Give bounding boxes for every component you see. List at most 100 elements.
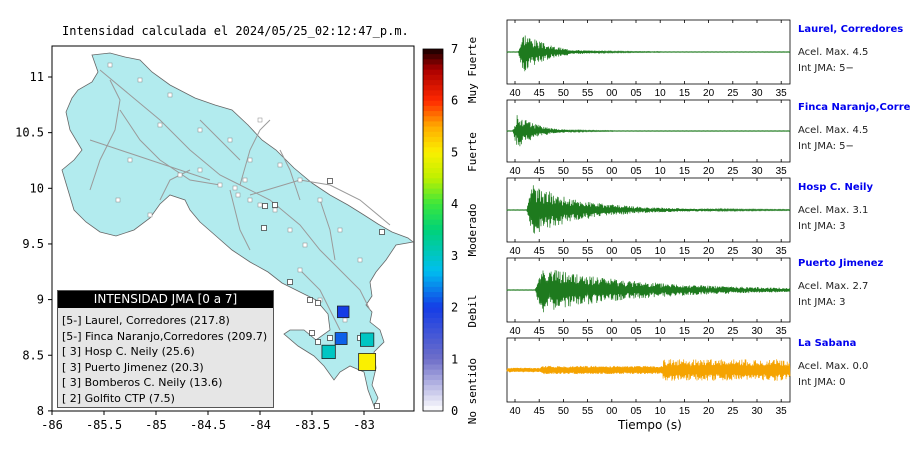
- waveform-tick-label: 20: [703, 326, 715, 337]
- colorbar-segment: [423, 214, 443, 221]
- colorbar-segment: [423, 167, 443, 174]
- waveform-tick-label: 25: [727, 88, 739, 99]
- station-dot: [217, 182, 223, 188]
- waveform-tick-label: 50: [558, 166, 570, 177]
- trace-int: Int JMA: 0: [798, 377, 846, 388]
- colorbar-segment: [423, 224, 443, 231]
- trace-acel: Acel. Max. 0.0: [798, 361, 869, 372]
- station-dot: [247, 197, 253, 203]
- colorbar-segment: [423, 162, 443, 169]
- trace-name: La Sabana: [798, 338, 857, 349]
- waveform-tick-label: 20: [703, 166, 715, 177]
- station-marker: [272, 202, 278, 208]
- waveform-tick-label: 15: [679, 406, 691, 417]
- x-tick-label: -85.5: [86, 418, 122, 432]
- waveform-tick-label: 20: [703, 246, 715, 257]
- waveform-tick-label: 45: [534, 326, 546, 337]
- intensity-square: [358, 353, 377, 371]
- station-dot: [115, 197, 121, 203]
- colorbar-segment: [423, 142, 443, 148]
- waveform-tick-label: 15: [679, 166, 691, 177]
- waveform-tick-label: 25: [727, 406, 739, 417]
- x-tick-label: -83: [353, 418, 375, 432]
- colorbar-tick-label: 0: [451, 404, 458, 418]
- colorbar-segment: [423, 178, 443, 185]
- road-line: [299, 269, 341, 331]
- station-dot: [177, 172, 183, 178]
- colorbar-segment: [423, 395, 443, 402]
- station-dot: [235, 192, 241, 198]
- trace-label-finca: Finca Naranjo,Corredores Acel. Max. 4.5 …: [798, 102, 910, 152]
- colorbar-segment: [423, 126, 443, 133]
- station-marker: [315, 339, 321, 345]
- colorbar-segment: [423, 266, 443, 272]
- station-dot: [227, 137, 233, 143]
- colorbar-segment: [423, 255, 443, 262]
- colorbar-segment: [423, 64, 443, 71]
- colorbar-segment: [423, 400, 443, 407]
- colorbar-segment: [423, 85, 443, 91]
- legend-item: [5-] Finca Naranjo,Corredores (209.7): [62, 329, 268, 343]
- waveform-trace: [506, 185, 791, 234]
- waveform-tick-label: 30: [751, 406, 763, 417]
- x-tick-label: -86: [41, 418, 63, 432]
- waveform-tick-label: 40: [509, 326, 521, 337]
- colorbar-tick-label: 3: [451, 249, 458, 263]
- waveform-tick-label: 05: [630, 166, 642, 177]
- road-line: [239, 184, 371, 311]
- station-marker: [315, 300, 321, 306]
- colorbar-segment: [423, 312, 443, 319]
- colorbar-segment: [423, 59, 443, 66]
- colorbar-segment: [423, 183, 443, 190]
- waveform-tick-label: 35: [776, 246, 788, 257]
- waveform-tick-label: 35: [776, 88, 788, 99]
- colorbar-segment: [423, 49, 443, 55]
- waveform-tick-label: 10: [655, 166, 667, 177]
- trace-name: Puerto Jimenez: [798, 258, 884, 269]
- waveform-tick-label: 55: [582, 88, 594, 99]
- road-line: [319, 199, 336, 261]
- colorbar-segment: [423, 74, 443, 81]
- station-marker: [307, 297, 313, 303]
- colorbar-category-label: Fuerte: [466, 132, 479, 172]
- road-line: [229, 189, 251, 251]
- x-tick-label: -84.5: [190, 418, 226, 432]
- y-tick-label: 9: [37, 293, 44, 307]
- colorbar-segment: [423, 173, 443, 179]
- waveform-tick-label: 50: [558, 88, 570, 99]
- y-tick-label: 9.5: [22, 237, 44, 251]
- colorbar-tick-label: 4: [451, 197, 458, 211]
- colorbar-segment: [423, 374, 443, 381]
- colorbar-segment: [423, 307, 443, 314]
- waveform-tick-label: 55: [582, 246, 594, 257]
- trace-label-laurel: Laurel, Corredores Acel. Max. 4.5 Int JM…: [798, 24, 903, 74]
- station-dot: [232, 185, 238, 191]
- colorbar-segment: [423, 95, 443, 102]
- colorbar-segment: [423, 147, 443, 154]
- waveform-tick-label: 35: [776, 166, 788, 177]
- trace-label-neily: Hosp C. Neily Acel. Max. 3.1 Int JMA: 3: [798, 182, 873, 232]
- colorbar-tick-label: 7: [451, 42, 458, 56]
- station-dot: [297, 177, 303, 183]
- colorbar-segment: [423, 338, 443, 345]
- trace-acel: Acel. Max. 4.5: [798, 125, 869, 136]
- colorbar-segment: [423, 385, 443, 391]
- map-title: Intensidad calculada el 2024/05/25_02:12…: [62, 24, 409, 38]
- colorbar-segment: [423, 105, 443, 112]
- waveform-tick-label: 20: [703, 88, 715, 99]
- road-line: [89, 79, 121, 191]
- station-dot: [247, 157, 253, 163]
- trace-label-jimenez: Puerto Jimenez Acel. Max. 2.7 Int JMA: 3: [798, 258, 883, 308]
- waveform-trace: [506, 270, 791, 313]
- colorbar-segment: [423, 286, 443, 293]
- trace-acel: Acel. Max. 3.1: [798, 205, 869, 216]
- station-dot: [277, 162, 283, 168]
- trace-int: Int JMA: 3: [798, 221, 846, 232]
- colorbar-segment: [423, 297, 443, 303]
- y-tick-label: 10.5: [15, 126, 44, 140]
- intensity-square: [336, 305, 350, 319]
- colorbar-segment: [423, 276, 443, 283]
- trace-acel: Acel. Max. 2.7: [798, 281, 869, 292]
- legend-item: [5-] Laurel, Corredores (217.8): [62, 314, 230, 327]
- trace-int: Int JMA: 5−: [798, 63, 854, 74]
